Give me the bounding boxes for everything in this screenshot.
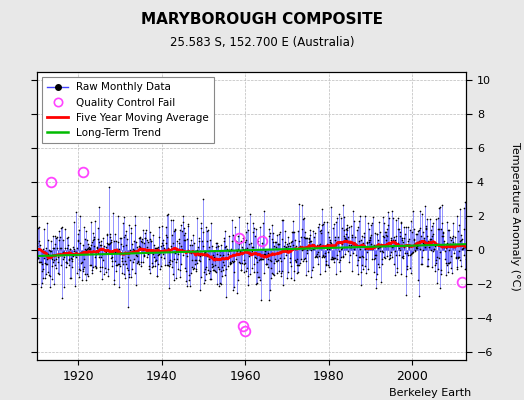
Legend: Raw Monthly Data, Quality Control Fail, Five Year Moving Average, Long-Term Tren: Raw Monthly Data, Quality Control Fail, … [42,77,214,143]
Text: 25.583 S, 152.700 E (Australia): 25.583 S, 152.700 E (Australia) [170,36,354,49]
Text: Berkeley Earth: Berkeley Earth [389,388,472,398]
Text: MARYBOROUGH COMPOSITE: MARYBOROUGH COMPOSITE [141,12,383,27]
Y-axis label: Temperature Anomaly (°C): Temperature Anomaly (°C) [510,142,520,290]
